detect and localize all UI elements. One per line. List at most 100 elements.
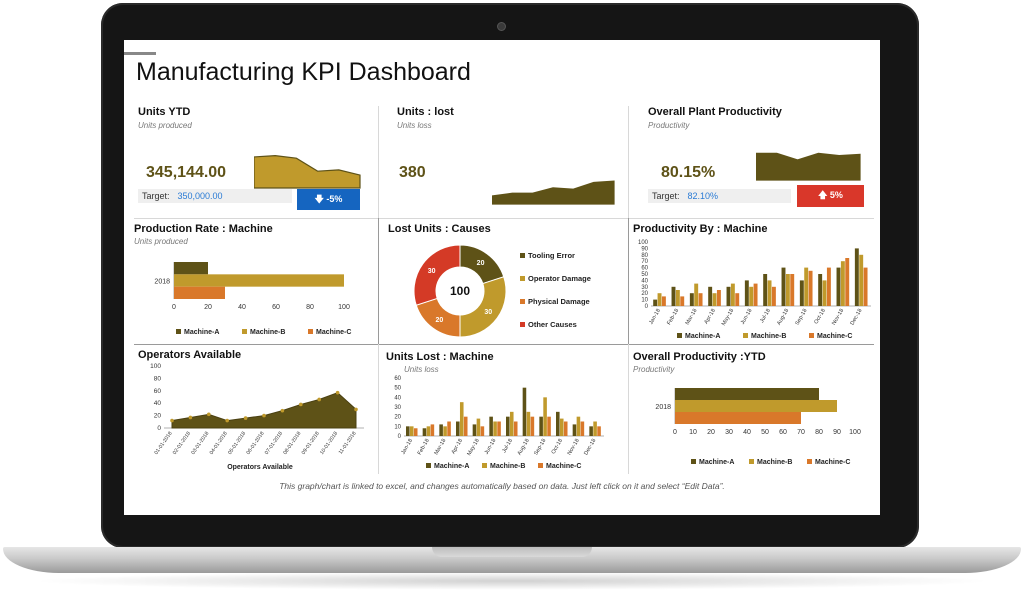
laptop-base-notch — [432, 547, 592, 557]
slice-other-causes — [413, 244, 461, 306]
chart-title: Units Lost : Machine — [386, 351, 494, 363]
y-tick-label: 2018 — [655, 404, 671, 411]
legend-label: Machine-A — [685, 333, 720, 340]
units-lost-machine-chart: Units Lost : Machine Units loss 0 10 20 30 40 5… — [386, 351, 604, 470]
laptop-shadow — [30, 572, 994, 590]
chart-title: Production Rate : Machine — [134, 223, 273, 235]
bar-machine-c — [661, 296, 666, 306]
bar-machine-b — [509, 411, 514, 436]
sparkline-area — [254, 155, 361, 189]
bar-machine-c — [808, 270, 813, 306]
y-tick-label: 90 — [641, 246, 648, 252]
legend-label: Other Causes — [528, 320, 577, 329]
target-value: 82.10% — [687, 191, 719, 201]
x-tick-label: 10-01-2018 — [319, 431, 339, 456]
bar-machine-a — [671, 286, 676, 306]
x-tick-label: Feb-18 — [666, 308, 680, 326]
bar-machine-a — [799, 280, 804, 306]
x-tick-label: Aug-18 — [776, 308, 790, 326]
divider — [134, 344, 874, 345]
x-tick-label: 0 — [172, 304, 176, 311]
legend-swatch — [743, 333, 748, 338]
bar-machine-c — [413, 428, 418, 436]
bar-machine-a — [836, 267, 841, 306]
units-ytd-badge: 🡇 -5% — [297, 189, 360, 210]
x-tick-label: Oct-18 — [551, 438, 564, 455]
slice-label: 30 — [428, 268, 436, 275]
y-tick-label: 60 — [641, 266, 648, 272]
divider — [628, 218, 629, 344]
data-point — [317, 397, 321, 402]
chart-title: Productivity By : Machine — [633, 223, 767, 235]
x-tick-label: Apr-18 — [703, 308, 716, 325]
x-tick-label: Nov-18 — [831, 308, 845, 326]
target-label: Target: — [142, 191, 170, 201]
chart-title: Lost Units : Causes — [388, 223, 491, 235]
bar-machine-b — [493, 421, 497, 436]
bar-machine-c — [716, 290, 721, 306]
legend-label: Machine-B — [490, 463, 525, 470]
divider — [378, 344, 379, 474]
bar-machine-b — [730, 283, 735, 306]
legend-swatch — [242, 329, 247, 334]
legend-swatch — [749, 459, 754, 464]
bar-machine-c — [513, 421, 518, 436]
data-point — [207, 412, 211, 417]
y-tick-label: 0 — [398, 434, 402, 440]
legend-swatch — [482, 463, 487, 468]
y-tick-label: 50 — [394, 386, 401, 392]
legend-label: Machine-A — [184, 329, 219, 336]
bar-machine-b — [694, 283, 699, 306]
chart-subtitle: Units loss — [404, 365, 439, 374]
legend-swatch — [691, 459, 696, 464]
x-tick-label: Apr-18 — [451, 438, 464, 455]
bar-machine-a — [744, 280, 749, 306]
units-ytd-value: 345,144.00 — [146, 164, 227, 181]
units-lost-title: Units : lost — [397, 106, 454, 118]
x-tick-label: 40 — [743, 429, 751, 436]
productivity-target: Target: 82.10% — [648, 189, 791, 203]
legend-label: Physical Damage — [528, 297, 590, 306]
bar-machine-b — [657, 293, 662, 306]
y-tick-label: 30 — [394, 405, 401, 411]
x-axis-label: Operators Available — [227, 464, 293, 471]
x-tick-label: 60 — [272, 304, 280, 311]
data-point — [354, 407, 358, 412]
y-tick-label: 20 — [394, 415, 401, 421]
data-point — [188, 415, 193, 420]
sparkline-area — [492, 180, 615, 205]
legend-label: Machine-C — [815, 459, 850, 466]
productivity-subtitle: Productivity — [648, 121, 690, 130]
legend-swatch — [520, 253, 525, 258]
y-tick-label: 60 — [394, 376, 401, 382]
badge-value: -5% — [326, 194, 343, 204]
bar-machine-a — [572, 424, 577, 436]
y-tick-label: 10 — [641, 298, 648, 304]
bar-machine-a — [689, 293, 694, 306]
bar-machine-c — [430, 424, 435, 436]
legend-swatch — [677, 333, 682, 338]
bar-machine-b — [409, 426, 414, 436]
y-tick-label: 20 — [154, 413, 162, 420]
bar-machine-b — [859, 254, 864, 306]
target-label: Target: — [652, 191, 680, 201]
data-point — [225, 418, 229, 423]
overall-productivity-ytd-chart: Overall Productivity :YTD Productivity 0 10… — [633, 351, 861, 466]
x-tick-label: 80 — [815, 429, 823, 436]
y-tick-label: 30 — [641, 285, 648, 291]
x-tick-label: 50 — [761, 429, 769, 436]
x-tick-label: 04-01-2018 — [209, 431, 229, 456]
x-tick-label: May-18 — [721, 308, 735, 327]
slice-label: 20 — [477, 260, 485, 267]
y-tick-label: 40 — [641, 278, 648, 284]
bar-machine-a — [781, 267, 786, 306]
y-tick-label: 100 — [638, 240, 649, 246]
x-tick-label: Jun-18 — [740, 308, 754, 326]
divider — [628, 344, 629, 474]
arrow-down-icon: 🡇 — [314, 194, 324, 204]
bar-machine-c — [480, 426, 485, 436]
x-tick-label: Jul-18 — [759, 308, 772, 324]
bar-machine-c — [863, 267, 868, 306]
x-tick-label: Mar-18 — [685, 308, 699, 326]
units-lost-value: 380 — [399, 164, 426, 181]
